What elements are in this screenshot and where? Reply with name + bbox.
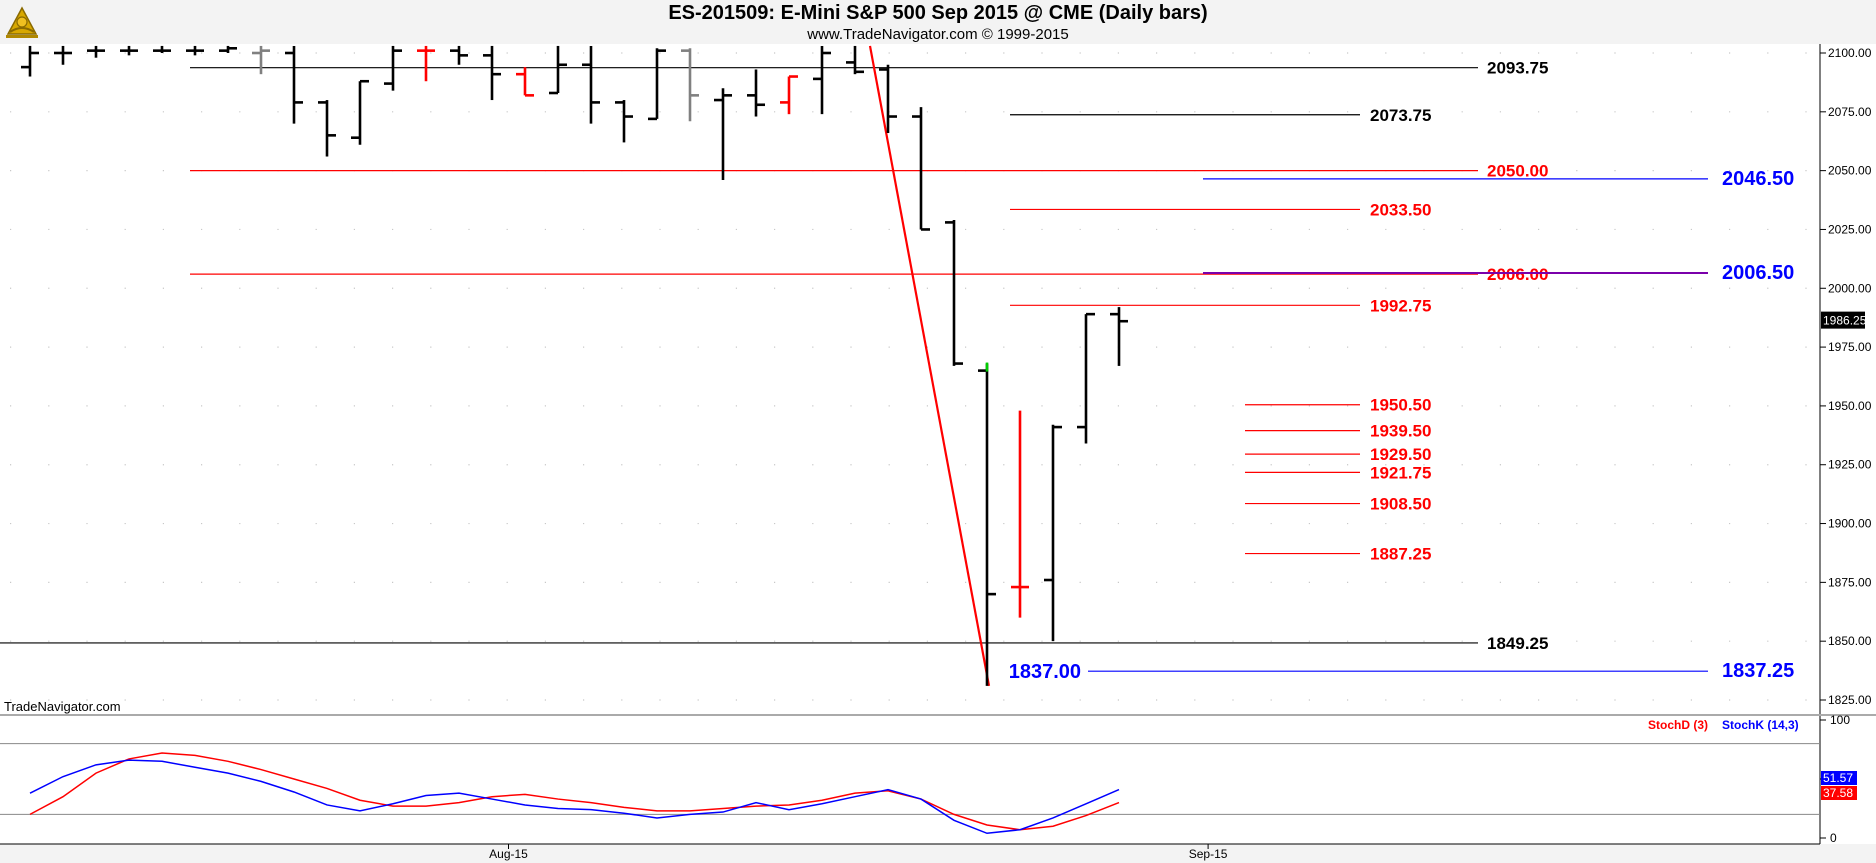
ohlc-bar <box>21 45 39 77</box>
trendline <box>868 45 991 687</box>
ohlc-bar <box>219 45 237 53</box>
chart-title: ES-201509: E-Mini S&P 500 Sep 2015 @ CME… <box>668 2 1208 24</box>
ohlc-bar <box>879 64 897 133</box>
ohlc-bar <box>252 45 270 75</box>
level-label: 2006.00 <box>1487 265 1548 284</box>
ohlc-bar <box>351 79 369 145</box>
stochk-last-box <box>1821 771 1857 785</box>
sextant-logo-icon <box>6 6 38 38</box>
ohlc-bar <box>516 67 534 97</box>
ohlc-bar <box>846 45 864 75</box>
ohlc-bar <box>648 48 666 121</box>
y-tick-label: 2050.00 <box>1828 164 1872 178</box>
ohlc-bar <box>1011 410 1029 618</box>
level-label: 1929.50 <box>1370 445 1431 464</box>
last-price-box <box>1821 311 1865 329</box>
y-tick-label: 1950.00 <box>1828 399 1872 413</box>
stochd-legend-label: StochD (3) <box>1648 718 1708 732</box>
stoch-series-line <box>29 759 1120 835</box>
level-label: 1950.50 <box>1370 396 1431 415</box>
stoch-y-tick-label: 0 <box>1830 831 1837 845</box>
last-price-label: 1986.25 <box>1823 314 1867 328</box>
level-label: 1921.75 <box>1370 463 1431 482</box>
y-tick-label: 1850.00 <box>1828 634 1872 648</box>
stochk-last-label: 51.57 <box>1823 771 1853 785</box>
ohlc-bar <box>1044 424 1062 642</box>
level-label: 1887.25 <box>1370 545 1431 564</box>
y-tick-label: 1900.00 <box>1828 517 1872 531</box>
ohlc-bar <box>450 45 468 65</box>
ohlc-bar <box>483 45 501 101</box>
ohlc-bar <box>978 362 996 686</box>
x-axis-background <box>0 844 1876 863</box>
level-label: 2046.50 <box>1722 168 1794 190</box>
level-label: 2006.50 <box>1722 262 1794 284</box>
chart-header: ES-201509: E-Mini S&P 500 Sep 2015 @ CME… <box>0 0 1876 44</box>
y-tick-label: 1925.00 <box>1828 458 1872 472</box>
x-tick-label: Sep-15 <box>1189 847 1228 861</box>
ohlc-bar <box>87 45 105 58</box>
ohlc-bar <box>153 45 171 53</box>
level-label: 2093.75 <box>1487 59 1548 78</box>
ohlc-bar <box>384 45 402 91</box>
y-tick-label: 2100.00 <box>1828 46 1872 60</box>
y-tick-label: 2000.00 <box>1828 281 1872 295</box>
stochd-last-box <box>1821 786 1857 800</box>
ohlc-bar <box>681 48 699 122</box>
ohlc-bar <box>1110 307 1128 366</box>
ohlc-bar <box>615 100 633 143</box>
ohlc-bar <box>417 45 435 82</box>
stoch-pane-background <box>0 716 1820 844</box>
ohlc-bar <box>54 45 72 65</box>
ohlc-bar <box>780 75 798 115</box>
ohlc-bar <box>120 45 138 56</box>
y-tick-label: 2075.00 <box>1828 105 1872 119</box>
y-tick-label: 2025.00 <box>1828 222 1872 236</box>
ohlc-bar <box>549 45 567 95</box>
ohlc-bar <box>747 69 765 117</box>
stoch-y-tick-label: 100 <box>1830 713 1850 727</box>
y-tick-label: 1875.00 <box>1828 575 1872 589</box>
level-label: 1992.75 <box>1370 296 1431 315</box>
level-label: 2050.00 <box>1487 162 1548 181</box>
level-label: 1837.25 <box>1722 660 1794 682</box>
ohlc-bar <box>912 107 930 231</box>
ohlc-bar <box>186 45 204 56</box>
watermark-text: TradeNavigator.com <box>4 699 121 714</box>
price-pane-background <box>0 44 1820 714</box>
y-axis-background <box>1820 44 1876 863</box>
ohlc-bar <box>714 88 732 181</box>
ohlc-bar <box>582 45 600 124</box>
ohlc-bar <box>1077 312 1095 444</box>
level-label: 1849.25 <box>1487 634 1548 653</box>
level-label: 2073.75 <box>1370 106 1431 125</box>
ohlc-bar <box>285 45 303 124</box>
ohlc-bar <box>813 45 831 115</box>
level-label: 1837.00 <box>1009 661 1081 683</box>
level-label: 1939.50 <box>1370 422 1431 441</box>
ohlc-bar <box>318 100 336 157</box>
stoch-series-line <box>29 752 1120 831</box>
y-tick-label: 1825.00 <box>1828 693 1872 707</box>
stochd-last-label: 37.58 <box>1823 786 1853 800</box>
level-label: 2033.50 <box>1370 200 1431 219</box>
stochk-legend-label: StochK (14,3) <box>1722 718 1799 732</box>
x-tick-label: Aug-15 <box>489 847 528 861</box>
y-tick-label: 1975.00 <box>1828 340 1872 354</box>
level-label: 1908.50 <box>1370 495 1431 514</box>
copyright-text: www.TradeNavigator.com © 1999-2015 <box>807 26 1069 43</box>
ohlc-bar <box>945 220 963 366</box>
